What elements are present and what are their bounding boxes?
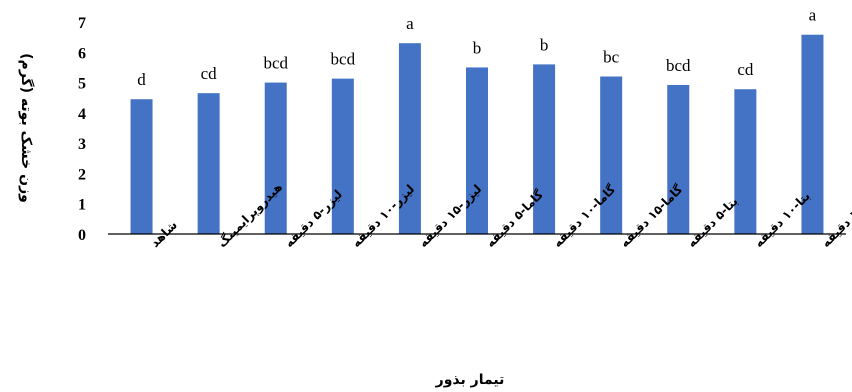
y-tick-label: 0 — [78, 227, 86, 244]
bar — [734, 89, 757, 234]
bar — [466, 67, 488, 234]
significance-label: bcd — [331, 50, 356, 69]
y-tick-label: 4 — [78, 106, 86, 123]
significance-label: b — [473, 38, 482, 57]
bar — [264, 82, 287, 234]
y-tick-labels: 0 1 2 3 4 5 6 7 — [78, 15, 86, 244]
bar — [197, 93, 220, 235]
category-label: بتا-۱۵ دقیقه — [819, 189, 852, 250]
significance-label: cd — [737, 60, 754, 79]
y-axis-title: وزن خشک بوته (گرم) — [18, 53, 35, 203]
y-tick-label: 6 — [78, 45, 86, 62]
bar — [667, 84, 690, 234]
bar — [398, 43, 421, 235]
category-label: بتا-۵ دقیقه — [684, 194, 740, 250]
significance-labels: d cd bcd bcd a b b bc bcd cd a — [137, 6, 816, 90]
y-tick-label: 1 — [78, 197, 86, 214]
significance-label: bc — [603, 48, 620, 67]
significance-label: bcd — [263, 54, 288, 73]
significance-label: b — [540, 35, 549, 54]
bar — [801, 34, 824, 234]
x-axis-title: تیمار بذور — [435, 372, 505, 388]
significance-label: a — [809, 6, 817, 25]
bar — [331, 78, 354, 235]
bar — [533, 64, 556, 235]
y-tick-label: 2 — [78, 166, 86, 183]
y-tick-label: 5 — [78, 76, 86, 93]
significance-label: bcd — [666, 56, 691, 75]
significance-label: cd — [201, 64, 218, 83]
bar — [130, 99, 153, 234]
y-tick-label: 3 — [78, 136, 86, 153]
bars — [130, 34, 824, 235]
y-tick-label: 7 — [78, 15, 86, 32]
bar — [600, 76, 623, 234]
significance-label: d — [137, 70, 146, 89]
significance-label: a — [406, 14, 414, 33]
